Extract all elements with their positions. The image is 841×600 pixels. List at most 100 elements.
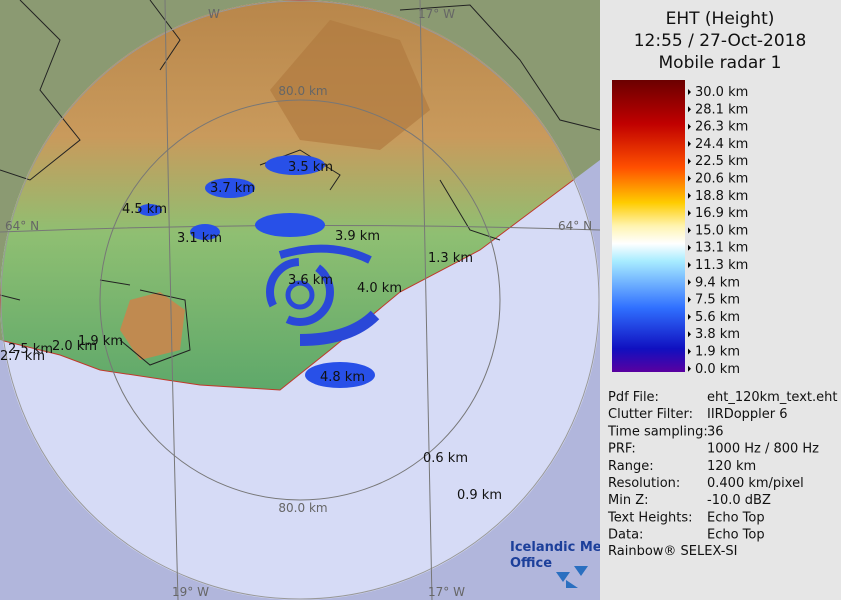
echo bbox=[305, 362, 375, 388]
range-edge bbox=[0, 0, 600, 600]
info-key: PRF: bbox=[608, 442, 636, 457]
grid-label: W bbox=[208, 7, 220, 21]
echo bbox=[255, 213, 325, 237]
info-key: Data: bbox=[608, 528, 643, 543]
info-value: eht_120km_text.eht bbox=[707, 390, 837, 405]
legend-tick bbox=[688, 348, 691, 355]
info-value: 36 bbox=[707, 424, 724, 439]
echo bbox=[190, 224, 220, 240]
echo-label: 3.5 km bbox=[288, 160, 333, 175]
legend-tick bbox=[688, 158, 691, 165]
info-value: -10.0 dBZ bbox=[707, 493, 771, 508]
echo-label: 0.9 km bbox=[457, 488, 502, 503]
echo-label: 1.3 km bbox=[428, 251, 473, 266]
legend-label: 11.3 km bbox=[695, 258, 748, 273]
grid-label: 80.0 km bbox=[278, 84, 327, 98]
grid-label: 19° W bbox=[172, 585, 209, 599]
colorbar bbox=[612, 80, 685, 372]
echoes bbox=[138, 155, 375, 388]
echo-label: 3.9 km bbox=[335, 229, 380, 244]
legend-tick bbox=[688, 123, 691, 130]
echo-label: 4.8 km bbox=[320, 370, 365, 385]
echo-label: 2.0 km bbox=[52, 339, 97, 354]
info-key: Text Heights: bbox=[607, 510, 693, 525]
glacier bbox=[270, 20, 430, 150]
title-line: 12:55 / 27-Oct-2018 bbox=[634, 31, 807, 51]
legend-tick bbox=[688, 279, 691, 286]
legend-label: 7.5 km bbox=[695, 293, 740, 308]
legend-label: 26.3 km bbox=[695, 120, 748, 135]
grid-label: 17° W bbox=[418, 7, 455, 21]
echo-label: 2.7 km bbox=[0, 349, 45, 364]
grid-label: 17° W bbox=[428, 585, 465, 599]
legend-tick bbox=[688, 210, 691, 217]
info-key: Min Z: bbox=[608, 493, 649, 508]
echo-label: 3.6 km bbox=[288, 273, 333, 288]
grid-label: 64° N bbox=[5, 219, 39, 233]
info-value: Echo Top bbox=[707, 510, 765, 525]
legend-tick bbox=[688, 365, 691, 372]
logo: Icelandic Met Office bbox=[510, 540, 600, 588]
glacier bbox=[120, 292, 185, 360]
echo-label: 4.5 km bbox=[122, 202, 167, 217]
legend-tick bbox=[688, 227, 691, 234]
legend-label: 1.9 km bbox=[695, 345, 740, 360]
logo-mark bbox=[556, 566, 588, 588]
legend-label: 30.0 km bbox=[695, 85, 748, 100]
info-key: Time sampling: bbox=[607, 424, 708, 439]
echo-label: 3.7 km bbox=[210, 181, 255, 196]
info-value: 0.400 km/pixel bbox=[707, 476, 804, 491]
legend-tick bbox=[688, 262, 691, 268]
echo bbox=[205, 178, 255, 198]
legend-label: 24.4 km bbox=[695, 137, 748, 152]
echo-label: 4.0 km bbox=[357, 281, 402, 296]
info-key: Pdf File: bbox=[608, 390, 659, 405]
echo-label: 0.6 km bbox=[423, 451, 468, 466]
legend-tick bbox=[688, 140, 691, 147]
meridian bbox=[164, 0, 179, 600]
title-line: EHT (Height) bbox=[666, 9, 775, 29]
legend-label: 3.8 km bbox=[695, 327, 740, 342]
legend-label: 28.1 km bbox=[695, 102, 748, 117]
echo bbox=[138, 204, 162, 216]
legend-label: 22.5 km bbox=[695, 154, 748, 169]
info-key: Range: bbox=[608, 459, 654, 474]
legend-label: 5.6 km bbox=[695, 310, 740, 325]
logo-text: Office bbox=[510, 556, 552, 571]
info-value: Echo Top bbox=[707, 528, 765, 543]
title-line: Mobile radar 1 bbox=[659, 53, 782, 73]
grid-label: 80.0 km bbox=[278, 501, 327, 515]
info-key: Clutter Filter: bbox=[608, 407, 693, 422]
legend-tick bbox=[688, 244, 691, 251]
legend-tick bbox=[688, 89, 691, 95]
echo-label: 1.9 km bbox=[78, 334, 123, 349]
info-key: Resolution: bbox=[608, 476, 680, 491]
footer: Rainbow® SELEX-SI bbox=[608, 544, 738, 559]
info-value: 120 km bbox=[707, 459, 756, 474]
radar-map: W 17° W 80.0 km 64° N 64° N 80.0 km 19° W 17° W… bbox=[0, 0, 600, 600]
legend-tick bbox=[688, 192, 691, 199]
legend-tick bbox=[688, 331, 691, 338]
legend-label: 0.0 km bbox=[695, 362, 740, 377]
legend-label: 15.0 km bbox=[695, 223, 748, 238]
info-value: 1000 Hz / 800 Hz bbox=[707, 442, 819, 457]
legend-tick bbox=[688, 313, 691, 320]
range-ring bbox=[99, 99, 501, 501]
echo bbox=[265, 155, 325, 175]
legend-label: 13.1 km bbox=[695, 241, 748, 256]
logo-text: Icelandic Met bbox=[510, 540, 600, 555]
legend-tick bbox=[688, 175, 691, 182]
legend-tick bbox=[688, 296, 691, 303]
ring-echo bbox=[266, 244, 380, 346]
info-value: IIRDoppler 6 bbox=[707, 407, 788, 422]
legend-label: 9.4 km bbox=[695, 275, 740, 290]
legend-label: 20.6 km bbox=[695, 172, 748, 187]
grid-label: 64° N bbox=[558, 219, 592, 233]
meridian bbox=[419, 0, 433, 600]
legend-label: 16.9 km bbox=[695, 206, 748, 221]
echo-label: 2.5 km bbox=[8, 342, 53, 357]
legend-tick bbox=[688, 106, 691, 113]
echo-label: 3.1 km bbox=[177, 231, 222, 246]
